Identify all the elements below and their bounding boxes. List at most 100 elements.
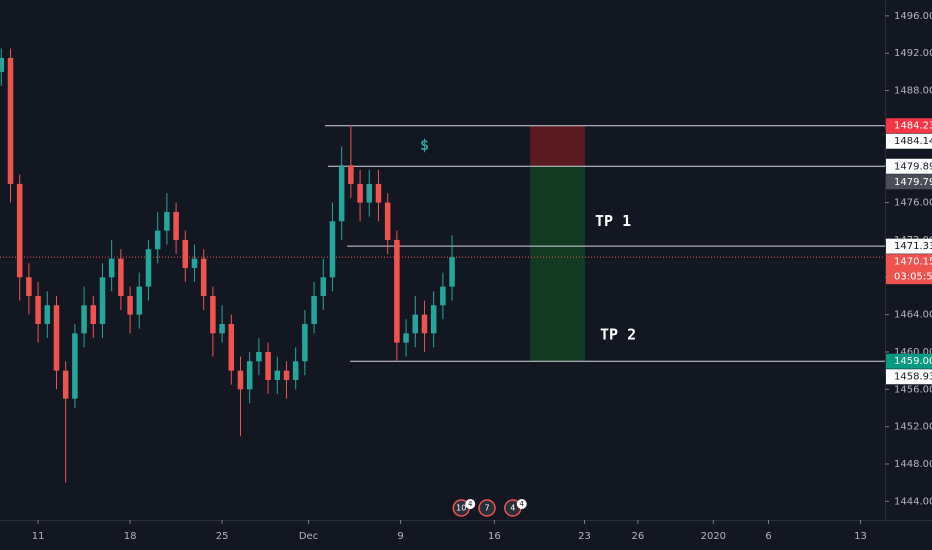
price-label-bg [886,353,932,369]
candle-body [403,333,409,343]
candle-body [256,351,262,362]
x-tick-label: 2020 [701,531,726,542]
event-count: 7 [484,504,489,513]
candle-body [0,57,5,72]
x-tick-label: Dec [299,531,318,542]
candle-body [394,239,400,343]
candle-body [16,183,23,278]
annotation: TP 2 [600,326,636,344]
candle-body [26,277,32,296]
candle-body [302,323,308,362]
event-icon [478,499,496,517]
price-label-bg [886,158,932,174]
x-tick-label: 23 [578,531,591,542]
candle-body [338,165,345,222]
price-label: 1459.005 [894,356,932,367]
candle-body [440,286,446,306]
candle-body [348,165,354,184]
event-badge [516,499,527,509]
candle-body [44,305,51,324]
candle-body [182,239,189,268]
candle-body [421,314,428,334]
event-count: 10 [456,504,466,513]
candle-body [246,361,253,390]
candle-body [375,183,382,203]
event-badge-count: 4 [468,500,473,508]
candle-body [357,183,363,203]
position-box [530,166,586,362]
candle-body [118,258,124,296]
axes: 1444.000 1448.000 1452.000 1456.000 1460.000… [32,11,932,542]
candle-body [136,286,143,315]
candle-body [200,258,207,296]
price-label: 1471.333 [894,241,932,252]
y-tick-label: 1476.000 [894,198,932,209]
candle-body [191,258,198,268]
plot-area: $TP 1TP 210 4 7 4 4 [0,48,885,517]
x-tick-label: 25 [216,531,229,542]
candle-body [53,305,60,371]
candle-body [7,57,14,184]
price-label: 1484.148 [894,136,932,147]
countdown: 03:05:55 [894,272,932,283]
price-label: 1470.155 [894,257,932,268]
x-tick-label: 11 [32,531,45,542]
candle-body [99,277,106,324]
price-label-bg [886,369,932,385]
price-label: 1458.931 [894,372,932,383]
candle-body [237,370,244,390]
candle-body [228,323,235,371]
candle-body [108,258,115,278]
candle-body [210,295,216,334]
price-label-bg [886,254,932,285]
candle-body [366,183,373,203]
x-tick-label: 9 [397,531,403,542]
candle-body [329,221,336,278]
candle-body [127,295,133,315]
event-badge-count: 4 [520,500,525,508]
x-tick-label: 16 [488,531,501,542]
candle-body [274,370,281,380]
y-tick-label: 1496.000 [894,11,932,22]
candle-body [449,257,455,287]
candle-body [90,305,97,324]
event-badge [465,499,476,509]
x-tick-label: 13 [854,531,867,542]
y-tick-label: 1456.000 [894,384,932,395]
y-tick-label: 1464.000 [894,310,932,321]
x-tick-label: 6 [765,531,771,542]
price-label-bg [886,174,932,190]
candle-body [292,361,299,380]
candle-body [265,351,271,380]
position-box [530,125,586,167]
annotation: TP 1 [595,212,631,230]
y-tick-label: 1452.000 [894,422,932,433]
y-tick-label: 1492.000 [894,48,932,59]
candle-body [320,277,327,296]
candle-body [62,370,69,399]
x-tick-label: 26 [632,531,645,542]
price-label-bg [886,118,932,134]
price-label-bg [886,133,932,149]
candle-body [164,211,170,231]
candle-body [283,370,290,380]
y-tick-label: 1488.000 [894,86,932,97]
y-tick-label: 1460.000 [894,347,932,358]
candle-body [384,202,391,240]
candle-body [154,230,161,250]
candle-body [430,305,437,334]
price-label: 1479.794 [894,177,932,188]
candle-body [173,211,179,240]
candle-body [219,323,225,334]
candle-body [412,314,419,334]
y-tick-label: 1444.000 [894,496,932,507]
candle-body [81,305,87,334]
x-tick-label: 18 [124,531,137,542]
annotation: $ [420,136,429,154]
price-label: 1484.233 [894,121,932,132]
candle-body [35,295,41,324]
candle-body [311,295,317,324]
